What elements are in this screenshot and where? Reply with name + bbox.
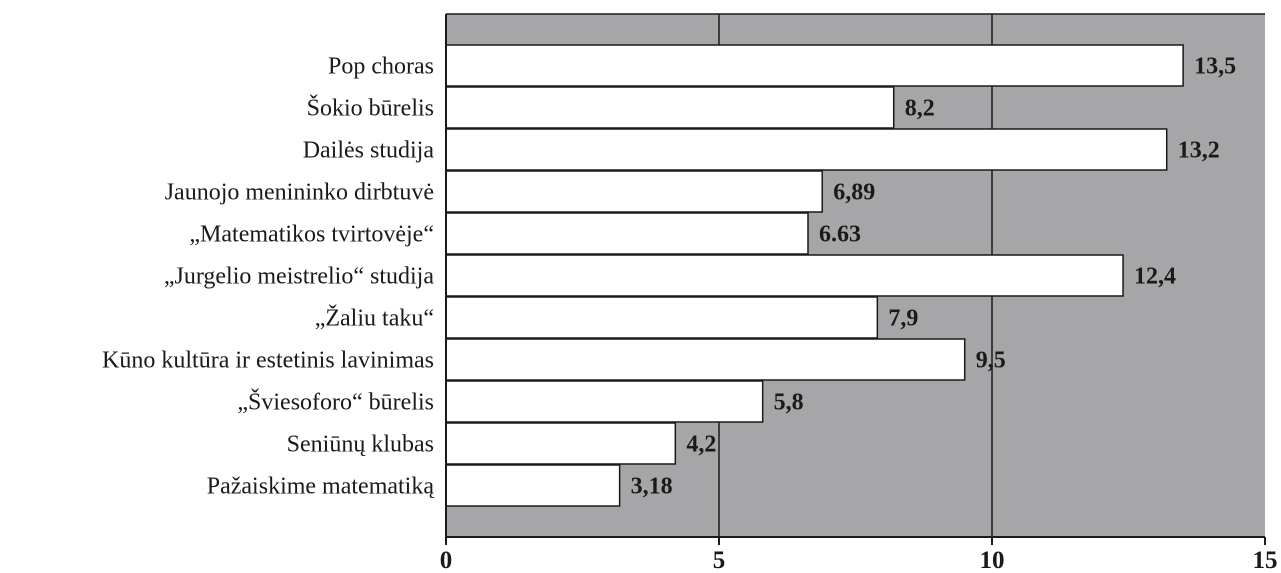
category-label: „Jurgelio meistrelio“ studija: [164, 264, 435, 290]
category-label: Pop choras: [328, 54, 434, 80]
category-label: „Šviesoforo“ būrelis: [237, 389, 434, 416]
category-label: Jaunojo menininko dirbtuvė: [165, 180, 434, 206]
category-label: Seniūnų klubas: [287, 432, 434, 458]
data-label: 5,8: [774, 390, 804, 416]
category-label: „Matematikos tvirtovėje“: [189, 222, 434, 248]
bar: [445, 296, 879, 339]
category-label: Pažaiskime matematiką: [207, 474, 435, 500]
bar: [445, 44, 1184, 87]
category-label: „Žaliu taku“: [315, 306, 434, 332]
data-label: 13,5: [1194, 54, 1236, 80]
x-tick-label: 0: [440, 547, 453, 573]
bar: [445, 380, 764, 423]
bar: [445, 128, 1168, 171]
bar: [445, 254, 1124, 297]
bar: [445, 422, 677, 465]
bar: [445, 170, 823, 213]
category-label: Dailės studija: [303, 138, 435, 164]
bar: [445, 464, 621, 507]
data-label: 6.63: [819, 222, 861, 248]
data-label: 8,2: [905, 96, 935, 122]
x-tick-label: 10: [980, 547, 1005, 573]
data-label: 3,18: [631, 474, 673, 500]
x-tick-label: 5: [713, 547, 726, 573]
data-label: 7,9: [888, 306, 918, 332]
bar: [445, 86, 895, 129]
data-label: 9,5: [976, 348, 1006, 374]
x-tick-label: 15: [1253, 547, 1278, 573]
data-label: 4,2: [686, 432, 716, 458]
category-label: Kūno kultūra ir estetinis lavinimas: [102, 348, 434, 374]
data-label: 12,4: [1134, 264, 1176, 290]
data-label: 6,89: [833, 180, 875, 206]
category-label: Šokio būrelis: [307, 95, 434, 122]
bar: [445, 338, 966, 381]
data-label: 13,2: [1178, 138, 1220, 164]
bar: [445, 212, 809, 255]
